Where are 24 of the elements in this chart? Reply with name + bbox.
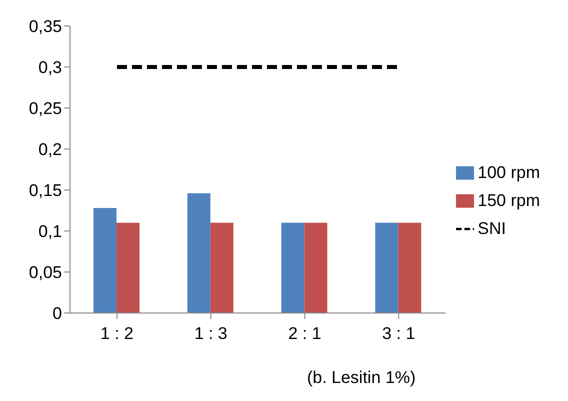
bar xyxy=(187,193,210,313)
bar xyxy=(116,222,140,313)
y-tick-label: 0,25 xyxy=(28,99,62,118)
y-tick-label: 0,05 xyxy=(28,263,62,282)
y-tick-label: 0,15 xyxy=(28,181,62,200)
x-axis-title: (b. Lesitin 1%) xyxy=(306,368,416,387)
legend-label: SNI xyxy=(478,218,506,238)
y-tick-label: 0,1 xyxy=(38,222,62,242)
x-tick-label: 1 : 3 xyxy=(194,324,228,344)
x-tick-label: 1 : 2 xyxy=(100,324,134,344)
bar xyxy=(210,222,234,313)
y-tick-label: 0,2 xyxy=(38,140,62,160)
bar xyxy=(281,222,304,313)
y-tick-label: 0,3 xyxy=(38,58,62,78)
y-tick-label: 0,35 xyxy=(28,17,62,36)
bar xyxy=(93,208,116,313)
x-tick-label: 3 : 1 xyxy=(382,324,416,344)
bar xyxy=(375,222,398,313)
bar xyxy=(398,222,422,313)
x-tick-label: 2 : 1 xyxy=(288,324,322,344)
legend-label: 150 rpm xyxy=(478,190,540,210)
bar xyxy=(304,222,328,313)
legend-label: 100 rpm xyxy=(478,162,540,182)
y-tick-label: 0 xyxy=(52,304,62,324)
